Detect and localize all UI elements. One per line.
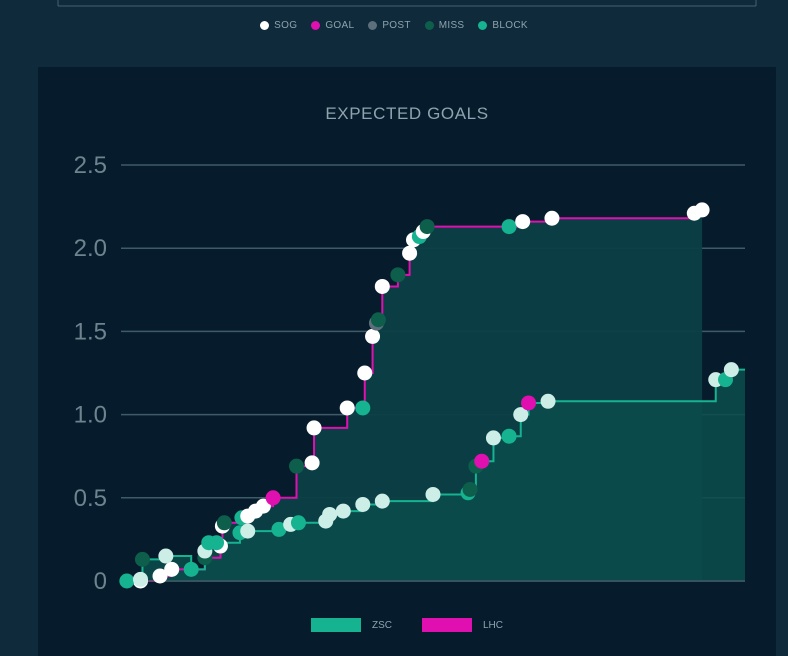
point-lhc-sog <box>402 245 418 261</box>
point-zsc-sog <box>133 571 148 587</box>
point-lhc-sog <box>515 214 531 230</box>
y-tick-label: 1.0 <box>74 402 107 429</box>
point-lhc-sog <box>544 210 560 226</box>
point-lhc-sog <box>164 561 180 577</box>
point-lhc-sog <box>306 420 322 436</box>
legend-label: GOAL <box>325 20 355 31</box>
point-lhc-miss <box>390 267 406 283</box>
legend-label: MISS <box>438 20 465 31</box>
legend-swatch <box>310 618 361 632</box>
legend-dot-icon <box>368 21 378 30</box>
legend-item-sog[interactable]: SOG <box>260 20 297 31</box>
point-zsc-goal <box>521 395 537 411</box>
point-lhc-sog <box>357 365 373 381</box>
y-tick-label: 0 <box>94 568 107 595</box>
point-lhc-sog <box>339 400 355 416</box>
legend-dot-icon <box>424 21 434 30</box>
legend-item-miss[interactable]: MISS <box>424 20 465 31</box>
y-tick-label: 1.5 <box>74 318 107 345</box>
legend-label: SOG <box>274 20 298 31</box>
legend-item-zsc[interactable]: ZSC <box>310 618 392 632</box>
point-lhc-sog <box>365 328 381 344</box>
legend-item-goal[interactable]: GOAL <box>311 20 354 31</box>
legend-dot-icon <box>311 21 321 30</box>
legend-dot-icon <box>260 21 270 30</box>
legend-item-lhc[interactable]: LHC <box>421 618 503 632</box>
point-zsc-block <box>183 561 199 577</box>
legend-label: ZSC <box>371 619 392 631</box>
point-zsc-sog <box>723 362 739 378</box>
point-zsc-sog <box>425 486 441 502</box>
legend-label: POST <box>382 20 411 31</box>
point-zsc-block <box>501 428 517 444</box>
point-zsc-sog <box>240 523 256 539</box>
point-zsc-sog <box>374 493 390 509</box>
point-lhc-miss <box>419 219 435 235</box>
point-lhc-block <box>355 400 371 416</box>
point-zsc-block <box>209 535 225 551</box>
point-lhc-sog <box>152 568 168 584</box>
legend-item-block[interactable]: BLOCK <box>478 20 528 31</box>
event-legend: SOG GOAL POST MISS BLOCK <box>0 20 788 31</box>
point-lhc-sog <box>694 202 710 218</box>
point-zsc-goal <box>474 453 490 469</box>
point-lhc-sog <box>304 455 320 471</box>
point-zsc-sog <box>335 503 351 519</box>
point-zsc-sog <box>355 496 371 512</box>
point-lhc-miss <box>216 515 232 531</box>
point-zsc-sog <box>322 506 338 522</box>
area-zsc <box>121 369 745 581</box>
point-lhc-miss <box>370 312 386 328</box>
point-lhc-sog <box>374 278 390 294</box>
point-zsc-sog <box>540 393 556 409</box>
legend-label: BLOCK <box>492 20 528 31</box>
point-lhc-goal <box>265 490 281 506</box>
point-zsc-sog <box>485 430 501 446</box>
point-lhc-sog <box>255 498 271 514</box>
y-tick-label: 2.0 <box>74 235 107 262</box>
legend-item-post[interactable]: POST <box>368 20 410 31</box>
point-zsc-sog <box>513 407 529 423</box>
chart-title: EXPECTED GOALS <box>325 104 489 123</box>
point-zsc-block <box>119 573 135 589</box>
y-tick-label: 2.5 <box>74 152 107 179</box>
point-zsc-block <box>290 515 306 531</box>
point-lhc-miss <box>289 458 304 474</box>
top-frame-line <box>57 0 757 7</box>
point-lhc-block <box>501 219 517 235</box>
point-zsc-sog <box>158 548 174 564</box>
y-tick-label: 0.5 <box>74 485 107 512</box>
point-zsc-miss <box>462 481 478 497</box>
point-zsc-miss <box>134 551 150 567</box>
point-zsc-block <box>271 521 287 537</box>
legend-dot-icon <box>478 21 488 30</box>
legend-label: LHC <box>482 619 503 631</box>
team-legend: ZSC LHC <box>0 618 788 632</box>
legend-swatch <box>421 618 472 632</box>
